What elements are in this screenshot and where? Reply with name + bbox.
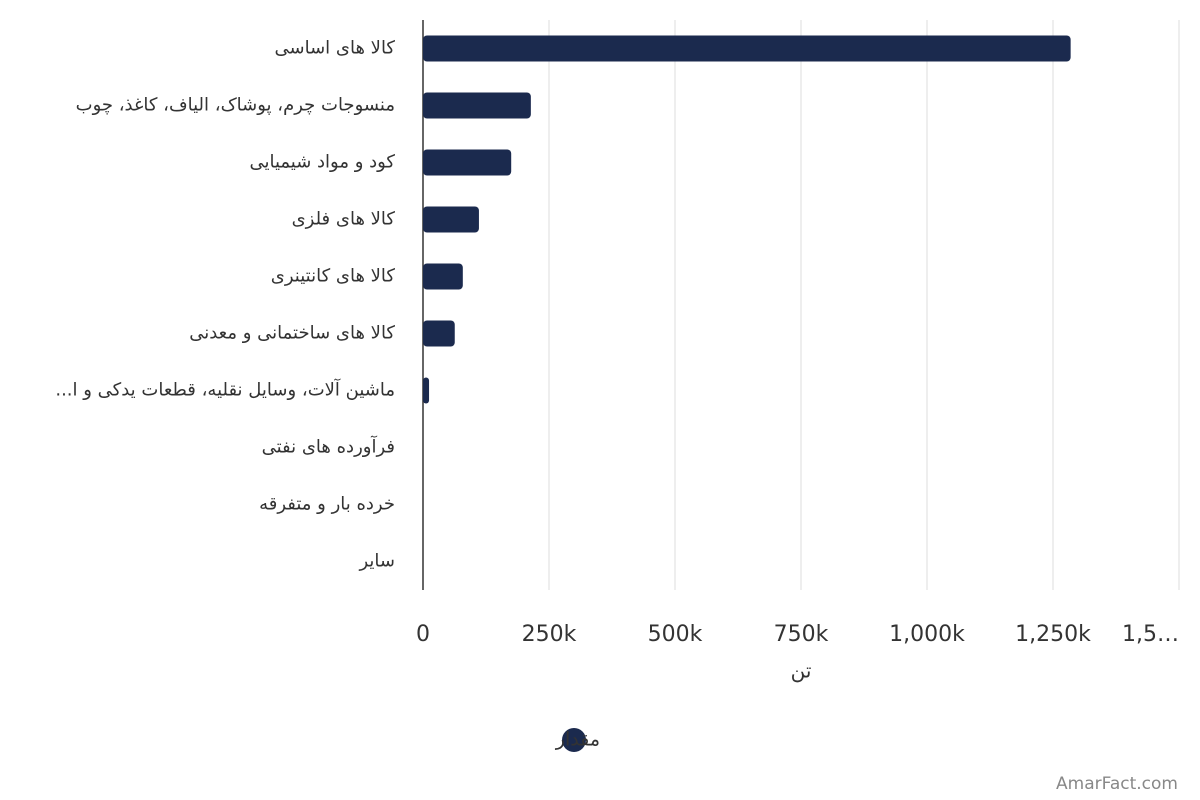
y-tick-label: منسوجات چرم، پوشاک، الیاف، کاغذ، چوب: [76, 95, 395, 116]
legend-marker: [562, 728, 586, 752]
bar: [423, 377, 430, 404]
y-tick-label: کالا های فلزی: [292, 209, 396, 230]
x-tick-label: 500k: [648, 622, 703, 647]
x-tick-label: 0: [416, 622, 430, 647]
x-tick-label: 250k: [522, 622, 577, 647]
y-tick-label: کود و مواد شیمیایی: [249, 152, 395, 173]
x-tick-label: 750k: [774, 622, 829, 647]
bar: [423, 149, 512, 176]
y-tick-label: کالا های کانتینری: [271, 266, 396, 287]
bar: [423, 320, 455, 347]
y-tick-label: کالا های اساسی: [275, 38, 396, 59]
y-tick-label: کالا های ساختمانی و معدنی: [189, 323, 395, 344]
y-tick-label: ماشین آلات، وسایل نقلیه، قطعات یدکی و ا.…: [55, 378, 395, 401]
bar: [423, 206, 479, 233]
y-tick-label: سایر: [358, 551, 395, 572]
x-tick-label: 1,250k: [1015, 622, 1091, 647]
bar: [423, 35, 1071, 62]
bar: [423, 263, 463, 290]
y-tick-label: فرآورده های نفتی: [262, 435, 395, 458]
x-axis-title: تن: [791, 659, 812, 683]
legend-label: مقدار: [555, 729, 600, 751]
bar: [423, 92, 531, 119]
x-tick-label: 1,000k: [889, 622, 965, 647]
y-tick-label: خرده بار و متفرقه: [259, 494, 395, 515]
x-tick-label: 1,5…: [1122, 622, 1179, 647]
watermark: AmarFact.com: [1056, 774, 1178, 794]
